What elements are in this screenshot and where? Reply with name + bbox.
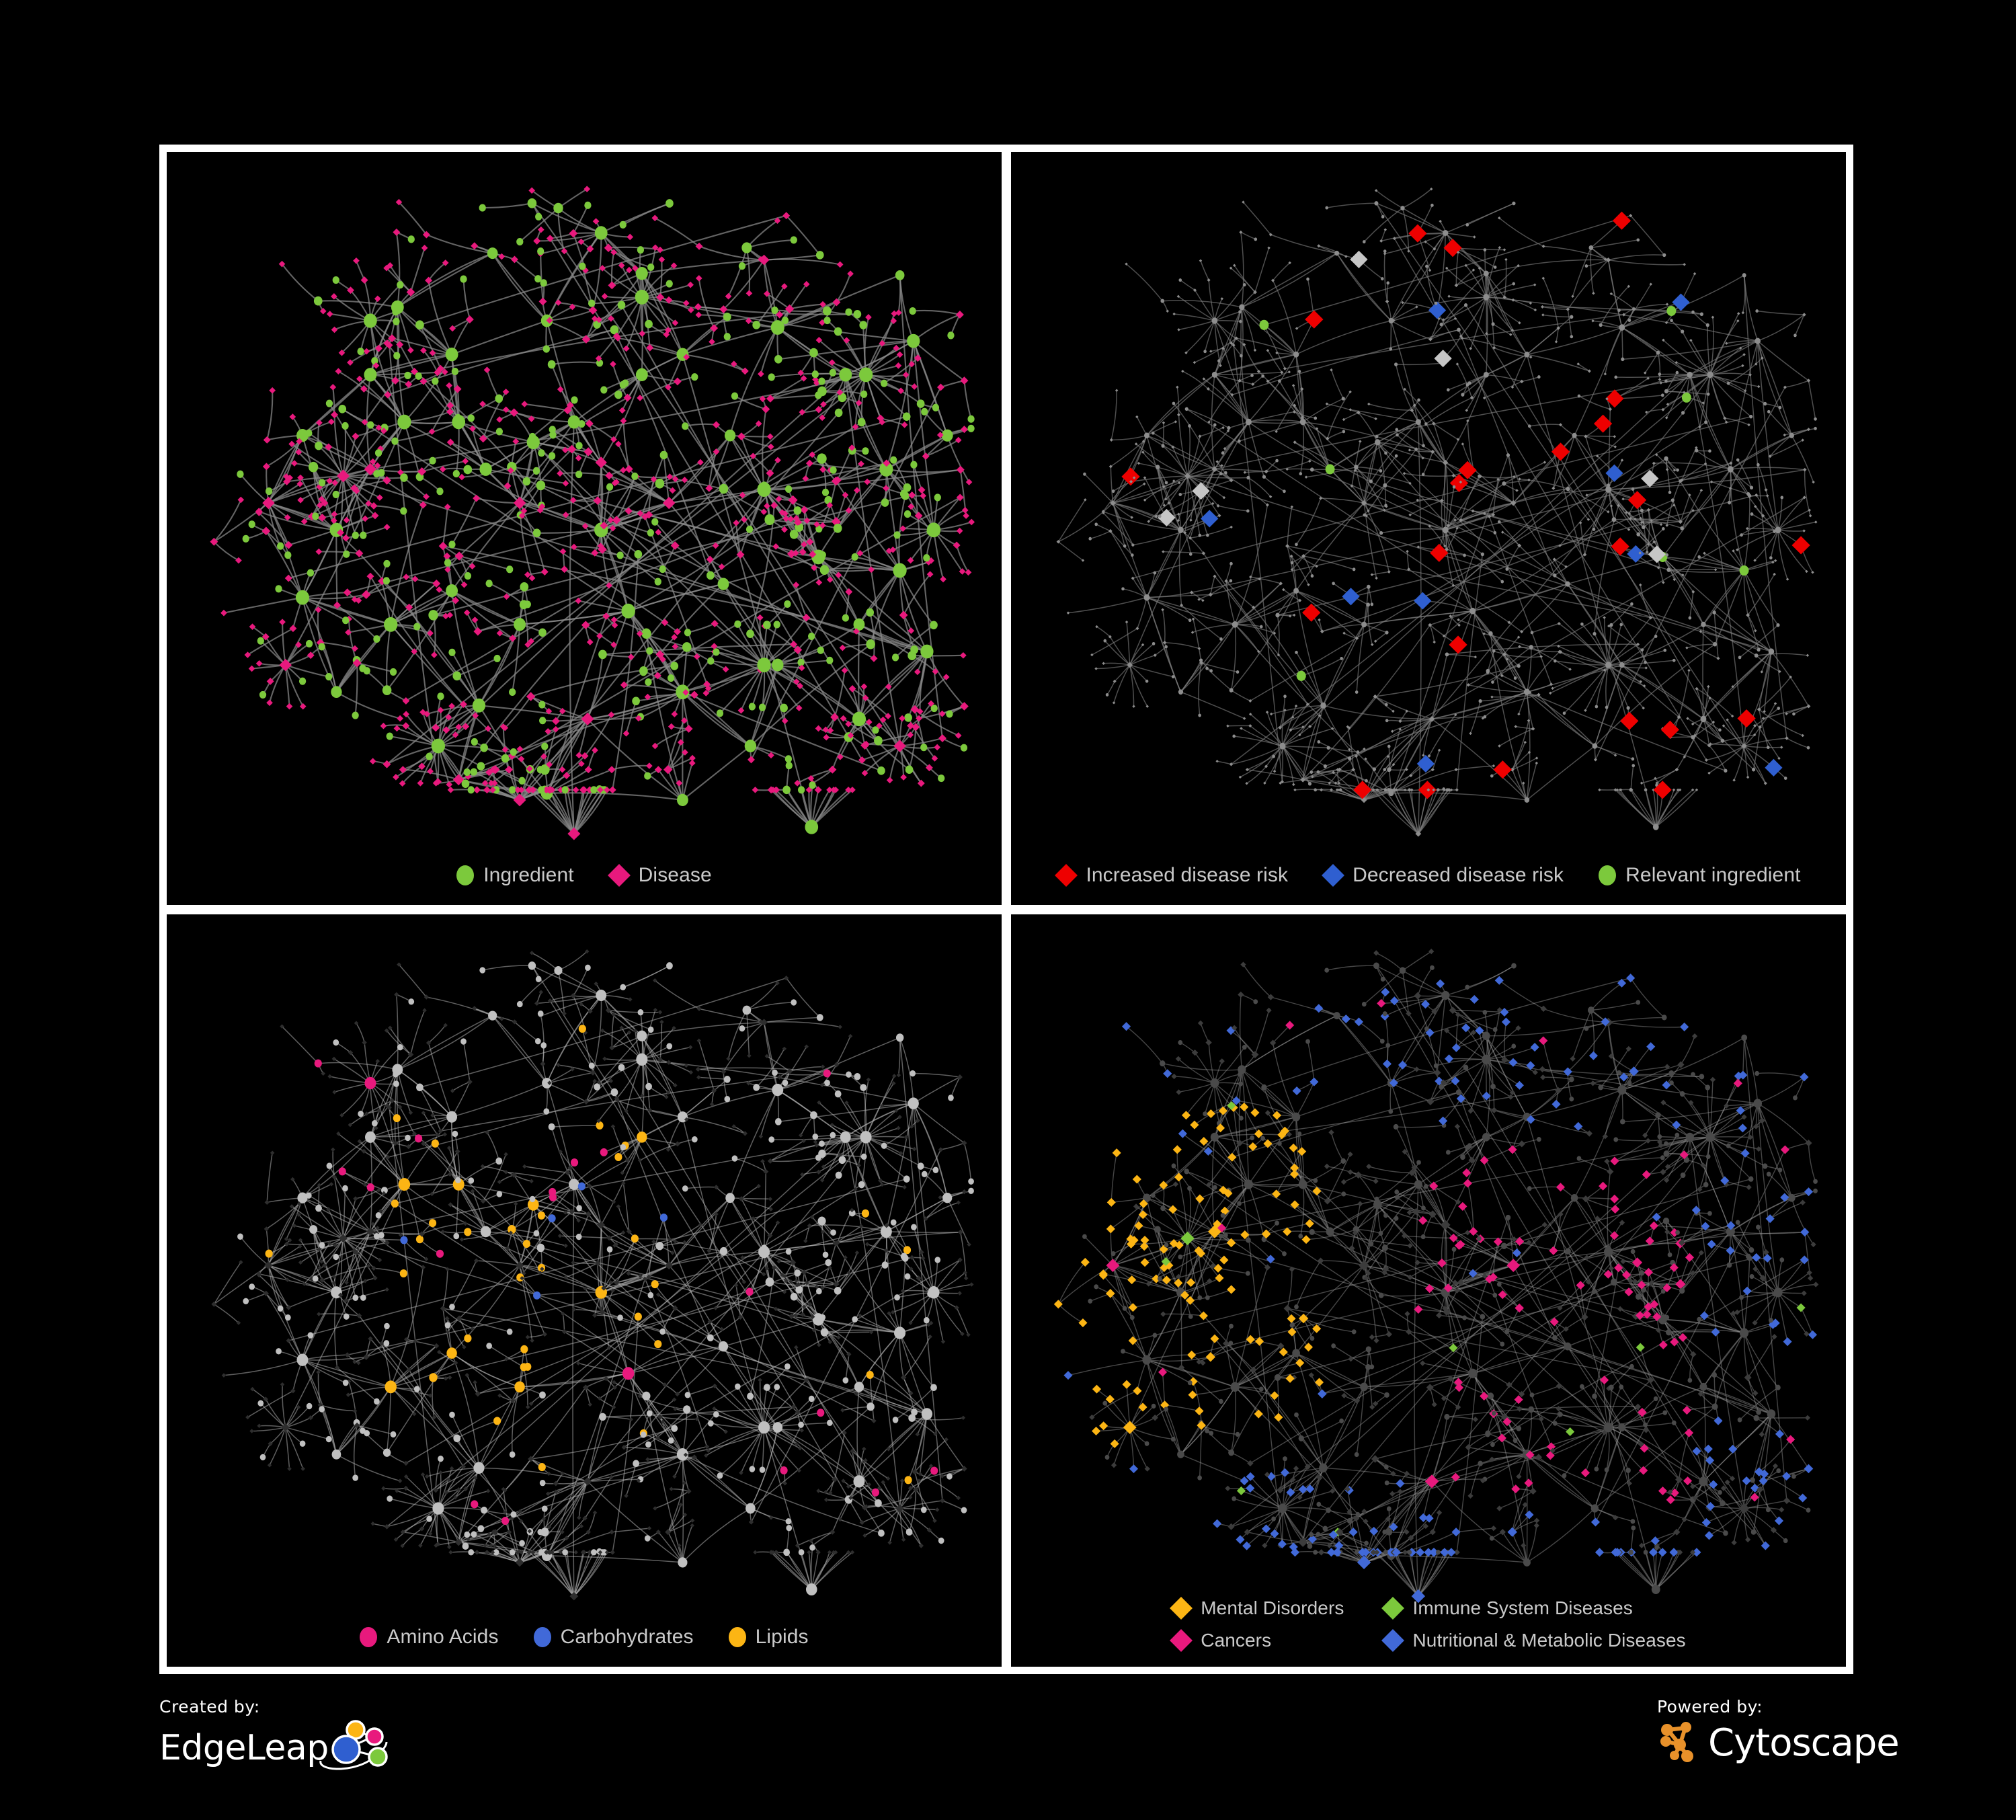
network-canvas-3[interactable] <box>167 914 1002 1667</box>
network-panel-grid: Ingredient Disease Increased disease ris… <box>159 145 1853 1674</box>
panel-ingredient-class-network[interactable]: Amino Acids Carbohydrates Lipids <box>167 914 1002 1667</box>
created-by-caption: Created by: <box>159 1697 260 1716</box>
cytoscape-logo-row: Cytoscape <box>1657 1719 1900 1767</box>
edgeleap-logo-row: EdgeLeap <box>159 1719 397 1776</box>
powered-by-brand[interactable]: Powered by: <box>1657 1697 1900 1767</box>
created-by-brand[interactable]: Created by: EdgeLeap <box>159 1697 397 1776</box>
cytoscape-wordmark: Cytoscape <box>1708 1720 1900 1765</box>
panel-disease-class-network[interactable]: Mental Disorders Immune System Diseases … <box>1011 914 1846 1667</box>
network-canvas-1[interactable] <box>167 152 1002 905</box>
edgeleap-wordmark: EdgeLeap <box>159 1727 329 1768</box>
network-canvas-4[interactable] <box>1011 914 1846 1667</box>
footer-branding: Created by: EdgeLeap <box>159 1689 1900 1807</box>
edgeleap-network-logo-icon <box>317 1719 397 1776</box>
panel-disease-risk-network[interactable]: Increased disease risk Decreased disease… <box>1011 152 1846 905</box>
cytoscape-logo-icon <box>1657 1719 1701 1767</box>
panel-ingredient-disease-network[interactable]: Ingredient Disease <box>167 152 1002 905</box>
powered-by-caption: Powered by: <box>1657 1697 1763 1716</box>
network-canvas-2[interactable] <box>1011 152 1846 905</box>
